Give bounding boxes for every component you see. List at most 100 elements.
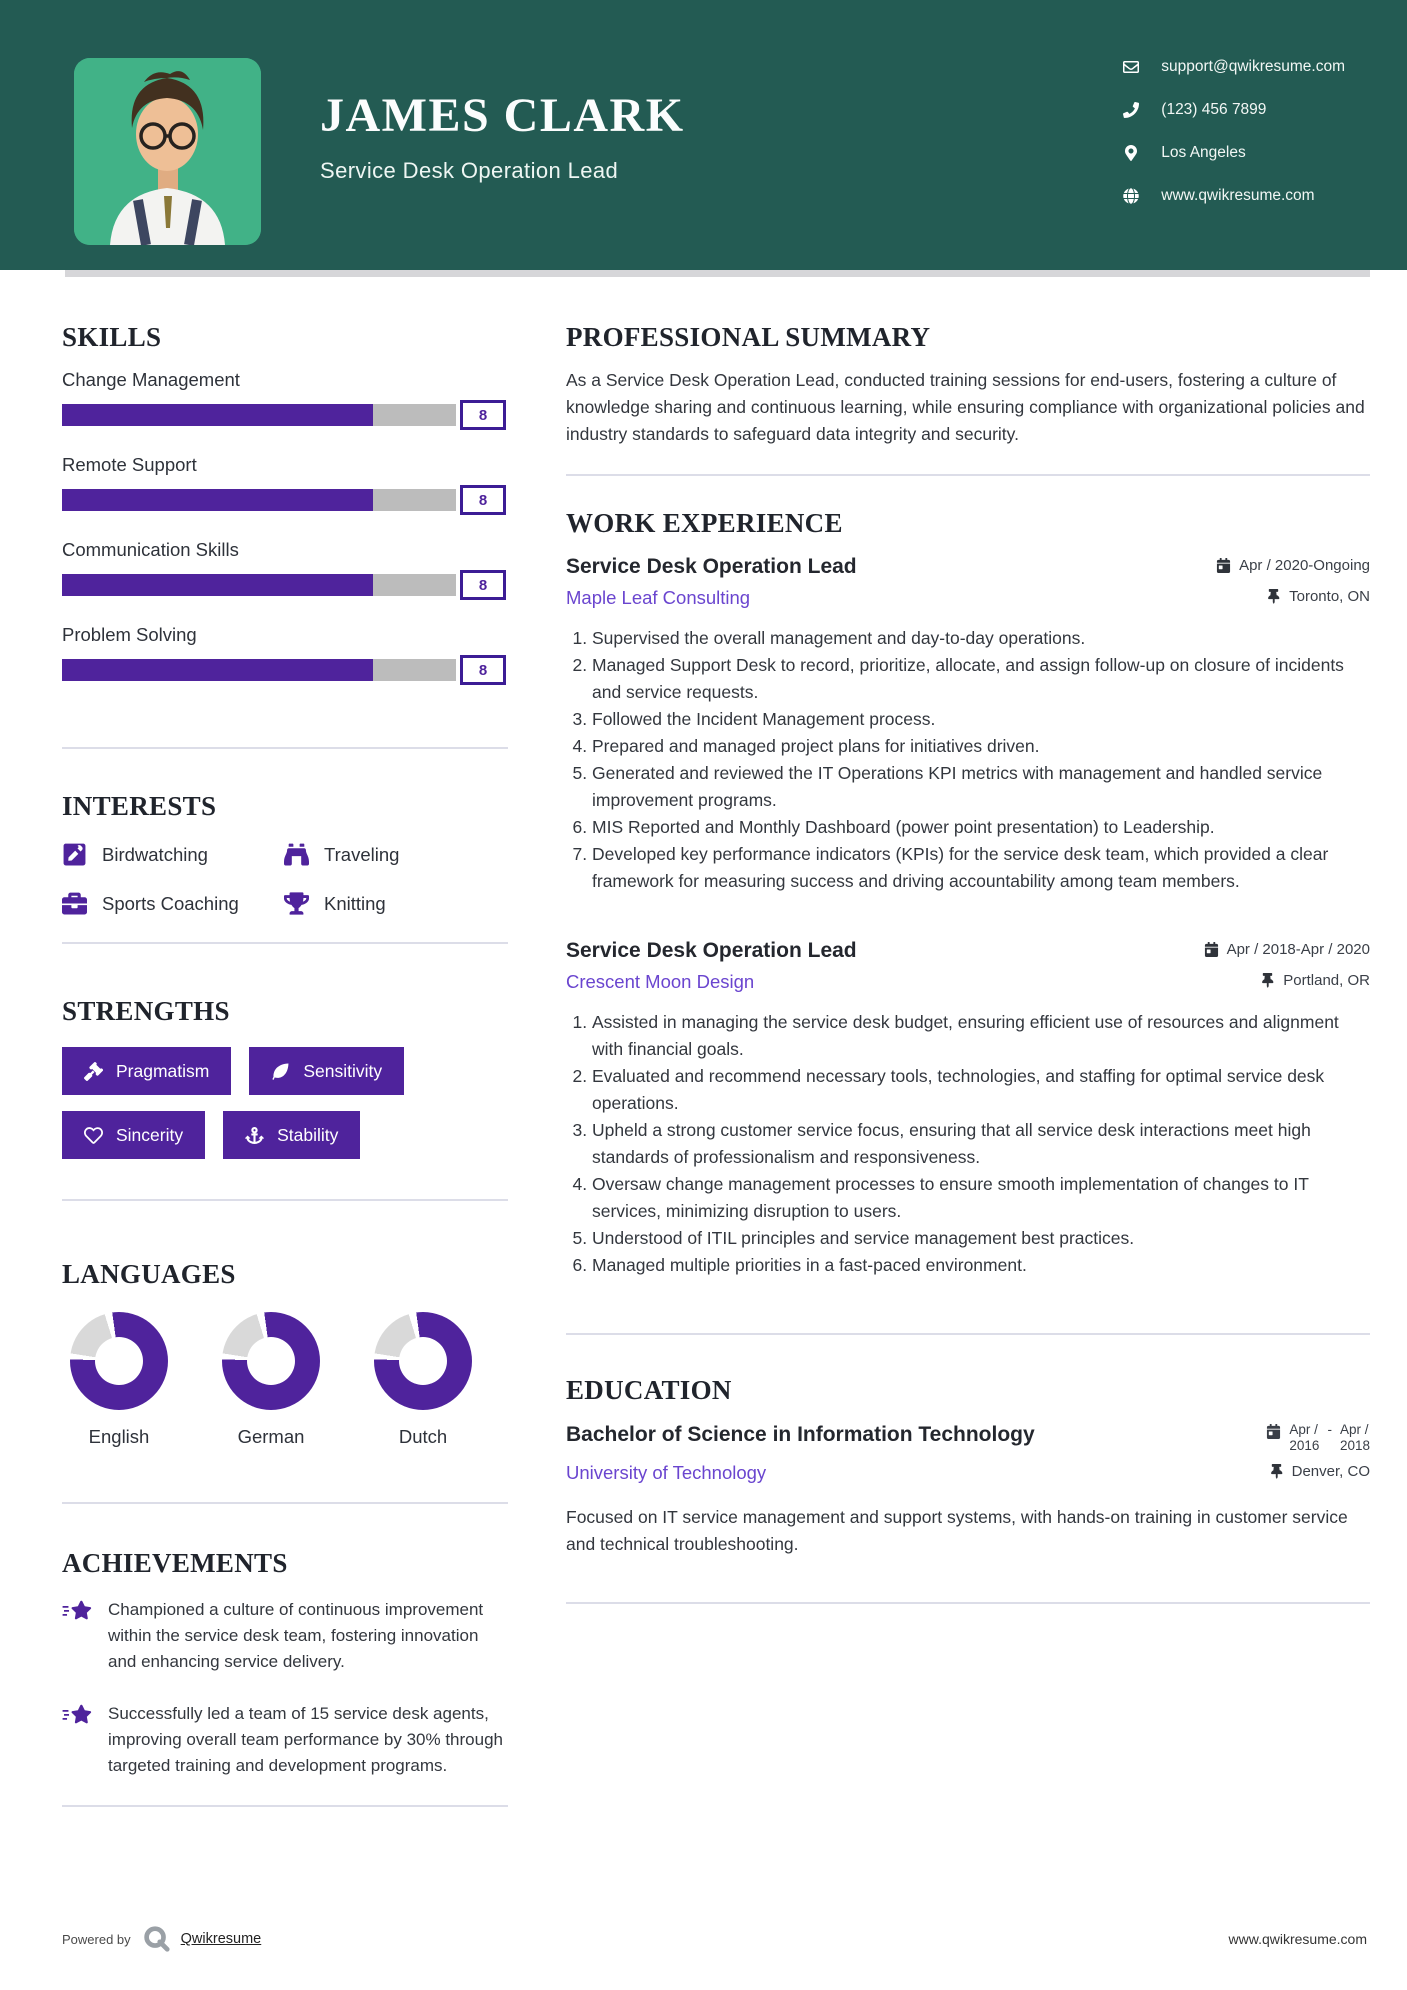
footer: Powered by Qwikresume www.qwikresume.com: [62, 1924, 1367, 1954]
interest-list: Birdwatching Traveling Sports Coaching: [62, 842, 508, 916]
job-bullet: Developed key performance indicators (KP…: [592, 841, 1370, 895]
left-column: SKILLS Change Management 8: [62, 322, 508, 1807]
job-bullet: Managed multiple priorities in a fast-pa…: [592, 1252, 1370, 1279]
calendar-icon: [1204, 942, 1219, 957]
person-title: Service Desk Operation Lead: [320, 158, 619, 183]
skill-bar: 8: [62, 400, 508, 430]
site-url-link[interactable]: www.qwikresume.com: [1228, 1931, 1367, 1947]
leaf-icon: [271, 1062, 290, 1081]
skill-level-badge: 8: [460, 485, 506, 515]
job-bullet: Assisted in managing the service desk bu…: [592, 1009, 1370, 1063]
language-label: English: [88, 1426, 150, 1447]
languages-section: LANGUAGES English German: [62, 1259, 508, 1448]
achievement-item: Championed a culture of continuous impro…: [62, 1597, 508, 1675]
contact-text: Los Angeles: [1161, 144, 1246, 161]
skill-bar-track: [62, 574, 456, 596]
contact-item[interactable]: Los Angeles: [1123, 144, 1345, 162]
skill-label: Communication Skills: [62, 539, 239, 560]
strength-chip: Pragmatism: [62, 1047, 232, 1095]
language-donut-chart: [374, 1312, 472, 1410]
job-bullet: Managed Support Desk to record, prioriti…: [592, 652, 1370, 706]
calendar-icon: [1266, 1424, 1281, 1439]
education-section: EDUCATION Bachelor of Science in Informa…: [566, 1375, 1370, 1558]
profile-photo: [74, 58, 261, 245]
right-column: PROFESSIONAL SUMMARY As a Service Desk O…: [566, 322, 1370, 1807]
education-heading: EDUCATION: [566, 1375, 732, 1405]
job-bullet-list: Assisted in managing the service desk bu…: [566, 1009, 1370, 1279]
strength-list: Pragmatism Sensitivity Sincerity: [62, 1047, 508, 1159]
anchor-icon: [245, 1126, 265, 1145]
education-date-to: Apr /2018: [1339, 1422, 1370, 1453]
job-bullet: Evaluated and recommend necessary tools,…: [592, 1063, 1370, 1117]
job-bullet: Generated and reviewed the IT Operations…: [592, 760, 1370, 814]
university-link[interactable]: University of Technology: [566, 1462, 767, 1483]
brand-link[interactable]: Qwikresume: [180, 1931, 262, 1947]
company-link[interactable]: Crescent Moon Design: [566, 971, 755, 992]
pushpin-icon: [1269, 1464, 1284, 1479]
contact-item[interactable]: support@qwikresume.com: [1123, 58, 1345, 76]
phone-icon: [1123, 102, 1140, 118]
company-link[interactable]: Maple Leaf Consulting: [566, 587, 751, 608]
globe-icon: [1123, 188, 1140, 204]
content: SKILLS Change Management 8: [0, 270, 1407, 1807]
job-title: Service Desk Operation Lead: [566, 939, 857, 962]
strength-chip: Stability: [223, 1111, 361, 1159]
contact-text: www.qwikresume.com: [1161, 187, 1315, 204]
interest-label: Sports Coaching: [102, 892, 239, 914]
summary-text: As a Service Desk Operation Lead, conduc…: [566, 370, 1365, 444]
job-location: Portland, OR: [1260, 972, 1370, 989]
divider: [566, 474, 1370, 476]
skill-label: Problem Solving: [62, 624, 197, 645]
divider: [62, 1502, 508, 1504]
qwikresume-logo-icon: [141, 1924, 171, 1954]
job-bullet: Oversaw change management processes to e…: [592, 1171, 1370, 1225]
interest-label: Knitting: [324, 892, 386, 914]
summary-heading: PROFESSIONAL SUMMARY: [566, 322, 931, 352]
skills-section: SKILLS Change Management 8: [62, 322, 508, 685]
strengths-heading: STRENGTHS: [62, 996, 230, 1026]
strengths-section: STRENGTHS Pragmatism Sensitivity: [62, 996, 508, 1159]
education-date-separator: -: [1327, 1422, 1332, 1437]
skills-heading: SKILLS: [62, 322, 162, 352]
powered-by-text: Powered by: [62, 1931, 131, 1947]
language-donut-chart: [222, 1312, 320, 1410]
experience-heading: WORK EXPERIENCE: [566, 508, 843, 538]
heart-icon: [84, 1126, 103, 1145]
job-bullet: Understood of ITIL principles and servic…: [592, 1225, 1370, 1252]
education-location: Denver, CO: [1269, 1463, 1370, 1480]
divider: [62, 942, 508, 944]
interest-item: Knitting: [284, 891, 508, 916]
shooting-star-icon: [62, 1703, 92, 1733]
contact-text: (123) 456 7899: [1161, 101, 1267, 118]
calendar-icon: [1216, 558, 1231, 573]
divider: [62, 1199, 508, 1201]
pushpin-icon: [1266, 589, 1281, 604]
binoculars-icon: [284, 842, 309, 867]
experience-section: WORK EXPERIENCE Service Desk Operation L…: [566, 508, 1370, 1279]
education-date-from: Apr /2016: [1289, 1422, 1320, 1453]
interest-item: Birdwatching: [62, 842, 284, 867]
contact-item[interactable]: (123) 456 7899: [1123, 101, 1345, 119]
job-date: Apr / 2018-Apr / 2020: [1204, 941, 1370, 958]
skill-item: Change Management 8: [62, 369, 508, 430]
interest-label: Traveling: [324, 843, 400, 865]
job-bullet: MIS Reported and Monthly Dashboard (powe…: [592, 814, 1370, 841]
strength-label: Stability: [277, 1124, 339, 1145]
skill-bar-fill: [62, 489, 374, 511]
header-shadow: [65, 270, 1370, 277]
skill-bar: 8: [62, 485, 508, 515]
header: JAMES CLARK Service Desk Operation Lead …: [0, 0, 1407, 270]
skill-level-badge: 8: [460, 570, 506, 600]
language-item: Dutch: [366, 1312, 480, 1448]
divider: [566, 1602, 1370, 1604]
skill-item: Problem Solving 8: [62, 624, 508, 685]
language-item: German: [214, 1312, 328, 1448]
contact-item[interactable]: www.qwikresume.com: [1123, 187, 1345, 205]
strength-label: Pragmatism: [116, 1060, 210, 1081]
skill-level-badge: 8: [460, 655, 506, 685]
skill-bar-fill: [62, 404, 374, 426]
contact-text: support@qwikresume.com: [1161, 58, 1345, 75]
powered-by: Powered by Qwikresume: [62, 1924, 261, 1954]
interest-item: Sports Coaching: [62, 891, 284, 916]
skill-item: Remote Support 8: [62, 454, 508, 515]
